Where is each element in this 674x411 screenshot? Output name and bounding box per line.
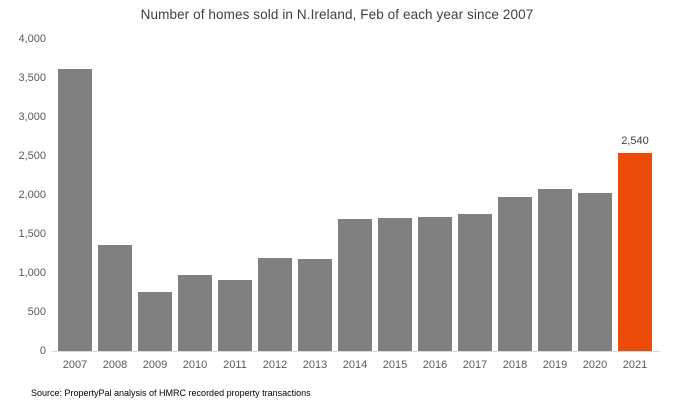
bar-2021	[618, 153, 652, 351]
bar-2010	[178, 275, 212, 351]
bar-2012	[258, 258, 292, 351]
x-tick-2019: 2019	[542, 359, 568, 371]
x-tick-2021: 2021	[622, 359, 648, 371]
bar-2019	[538, 189, 572, 351]
x-tick-2014: 2014	[342, 359, 368, 371]
x-tick-2007: 2007	[62, 359, 88, 371]
bar-2013	[298, 259, 332, 351]
source-note: Source: PropertyPal analysis of HMRC rec…	[31, 388, 311, 398]
y-tick-0: 0	[39, 345, 46, 357]
x-tick-2009: 2009	[142, 359, 168, 371]
x-axis-line	[52, 351, 660, 352]
x-tick-2018: 2018	[502, 359, 528, 371]
bar-2008	[98, 245, 132, 351]
y-tick-2500: 2,500	[18, 150, 46, 162]
data-label-2021: 2,540	[621, 135, 649, 147]
bar-2009	[138, 292, 172, 351]
x-tick-2008: 2008	[102, 359, 128, 371]
y-tick-4000: 4,000	[18, 33, 46, 45]
bar-2017	[458, 214, 492, 351]
x-tick-2020: 2020	[582, 359, 608, 371]
bar-2018	[498, 197, 532, 351]
x-tick-2017: 2017	[462, 359, 488, 371]
bar-2016	[418, 217, 452, 351]
bar-2007	[58, 69, 92, 351]
x-tick-2016: 2016	[422, 359, 448, 371]
x-tick-2010: 2010	[182, 359, 208, 371]
y-tick-3000: 3,000	[18, 111, 46, 123]
y-tick-1500: 1,500	[18, 228, 46, 240]
bar-2020	[578, 193, 612, 351]
x-tick-2015: 2015	[382, 359, 408, 371]
y-tick-3500: 3,500	[18, 72, 46, 84]
bar-2015	[378, 218, 412, 351]
y-tick-1000: 1,000	[18, 267, 46, 279]
bar-2011	[218, 280, 252, 351]
chart-title: Number of homes sold in N.Ireland, Feb o…	[140, 7, 534, 22]
x-tick-2013: 2013	[302, 359, 328, 371]
bar-2014	[338, 219, 372, 351]
y-tick-500: 500	[27, 306, 46, 318]
y-tick-2000: 2,000	[18, 189, 46, 201]
x-tick-2012: 2012	[262, 359, 288, 371]
x-tick-2011: 2011	[223, 359, 247, 371]
